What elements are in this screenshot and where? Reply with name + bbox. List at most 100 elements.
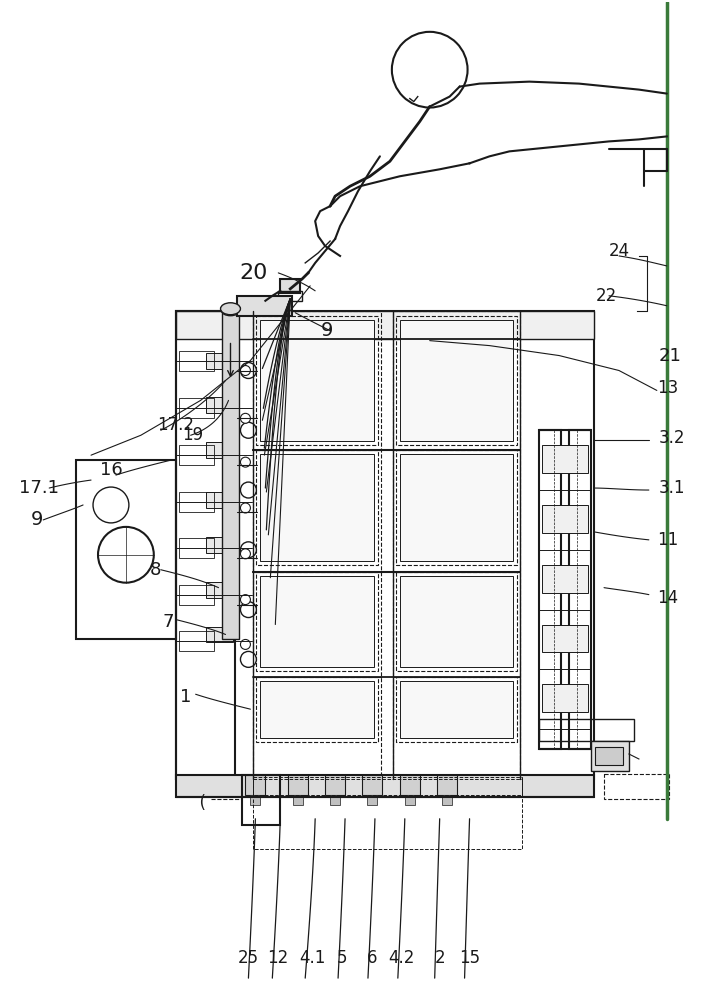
Bar	[261, 320, 374, 441]
Bar	[238, 296, 292, 316]
Bar	[281, 279, 300, 293]
Bar	[325, 775, 345, 795]
Bar	[221, 311, 239, 639]
Bar	[400, 454, 513, 561]
Bar	[396, 677, 518, 742]
Bar	[542, 505, 588, 533]
Circle shape	[241, 639, 251, 649]
Bar	[437, 775, 457, 795]
Bar	[176, 311, 594, 339]
Bar	[256, 572, 378, 671]
Bar	[246, 775, 266, 795]
Text: 22: 22	[595, 287, 617, 305]
Text: 4.1: 4.1	[299, 949, 326, 967]
Bar	[178, 585, 213, 605]
Bar	[542, 565, 588, 593]
Bar	[539, 719, 634, 741]
Circle shape	[241, 542, 256, 558]
Text: 25: 25	[238, 949, 259, 967]
Bar	[261, 454, 374, 561]
Circle shape	[241, 602, 256, 618]
Text: 7: 7	[163, 613, 174, 631]
Bar	[400, 576, 513, 667]
Bar	[206, 627, 233, 642]
Bar	[539, 430, 561, 749]
Circle shape	[241, 503, 251, 513]
Bar	[206, 492, 233, 508]
Bar	[293, 795, 303, 805]
Bar	[256, 450, 378, 565]
Text: 17.2: 17.2	[157, 416, 194, 434]
Bar	[253, 777, 523, 795]
Bar	[400, 681, 513, 738]
Bar	[178, 351, 213, 371]
Bar	[442, 795, 452, 805]
Text: 2: 2	[434, 949, 445, 967]
Bar	[178, 492, 213, 512]
Text: 12: 12	[267, 949, 288, 967]
Bar	[405, 795, 415, 805]
Bar	[253, 779, 523, 849]
Bar	[400, 775, 420, 795]
Ellipse shape	[221, 306, 239, 316]
Circle shape	[241, 422, 256, 438]
Text: 6: 6	[367, 949, 377, 967]
Circle shape	[241, 366, 251, 375]
Bar	[253, 311, 381, 779]
Text: 14: 14	[657, 589, 678, 607]
Circle shape	[93, 487, 129, 523]
Circle shape	[241, 413, 251, 423]
Text: 24: 24	[608, 242, 630, 260]
Bar	[176, 775, 594, 797]
Circle shape	[241, 549, 251, 559]
Bar	[288, 775, 308, 795]
Text: 11: 11	[657, 531, 678, 549]
Text: 17.1: 17.1	[19, 479, 59, 497]
Bar	[256, 316, 378, 445]
Bar	[595, 747, 623, 765]
Circle shape	[241, 482, 256, 498]
Bar	[256, 677, 378, 742]
Bar	[396, 316, 518, 445]
Bar	[542, 625, 588, 652]
Text: 1: 1	[180, 688, 191, 706]
Bar	[604, 774, 669, 799]
Bar	[362, 775, 382, 795]
Bar	[569, 430, 591, 749]
Bar	[542, 684, 588, 712]
Text: 19: 19	[182, 426, 203, 444]
Circle shape	[241, 595, 251, 605]
Text: 9: 9	[31, 510, 44, 529]
Ellipse shape	[221, 303, 241, 315]
Bar	[176, 311, 594, 779]
Bar	[178, 445, 213, 465]
Text: 3.1: 3.1	[659, 479, 685, 497]
Text: 3.2: 3.2	[659, 429, 685, 447]
Bar	[396, 450, 518, 565]
Text: 4.2: 4.2	[388, 949, 415, 967]
Bar	[206, 537, 233, 553]
Bar	[261, 576, 374, 667]
Circle shape	[241, 363, 256, 378]
Bar	[76, 460, 176, 639]
Text: 20: 20	[239, 263, 268, 283]
Text: 21: 21	[659, 347, 682, 365]
Circle shape	[241, 651, 256, 667]
Bar	[178, 538, 213, 558]
Text: ): )	[197, 790, 204, 808]
Bar	[206, 582, 233, 598]
Bar	[400, 320, 513, 441]
Bar	[206, 353, 233, 369]
Bar	[206, 397, 233, 413]
Bar	[261, 681, 374, 738]
Bar	[178, 631, 213, 651]
Text: 8: 8	[150, 561, 161, 579]
Text: 13: 13	[657, 379, 678, 397]
Bar	[178, 398, 213, 418]
Text: 16: 16	[99, 461, 122, 479]
Bar	[542, 445, 588, 473]
Circle shape	[392, 32, 468, 108]
Circle shape	[241, 457, 251, 467]
Bar	[330, 795, 340, 805]
Circle shape	[98, 527, 154, 583]
